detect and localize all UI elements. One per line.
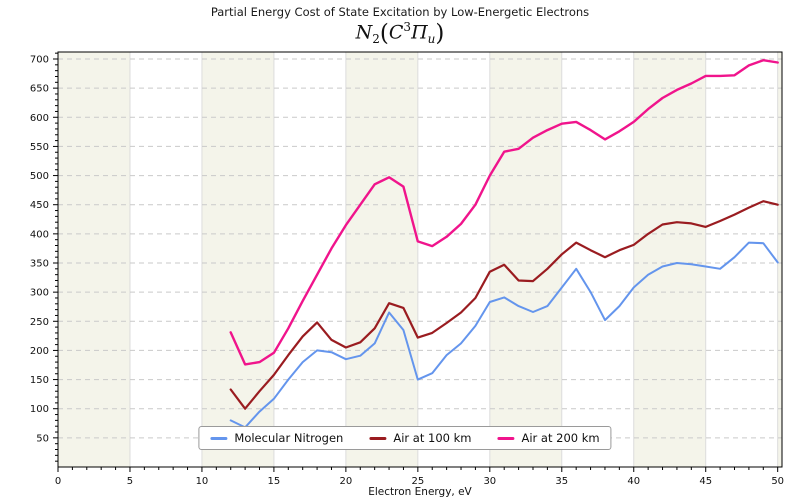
- y-tick-label: 350: [30, 258, 49, 269]
- series-molecular-nitrogen: [229, 241, 779, 429]
- x-tick-label: 45: [699, 476, 712, 487]
- y-tick-label: 500: [30, 171, 49, 182]
- x-tick-label: 35: [555, 476, 568, 487]
- legend-label: Air at 100 km: [393, 431, 472, 445]
- legend-item-air-100km: Air at 100 km: [369, 431, 471, 445]
- subtitle-pi: Π: [411, 21, 428, 44]
- line-swatch-air-200km: [497, 436, 515, 440]
- y-tick-label: 550: [30, 142, 49, 153]
- x-tick-label: 50: [771, 476, 784, 487]
- subtitle-n-sub: 2: [372, 32, 380, 47]
- background-band: [777, 52, 782, 467]
- plot-border: [57, 51, 783, 468]
- background-band: [345, 52, 418, 467]
- y-tick-label: 700: [30, 54, 49, 65]
- x-tick-label: 30: [483, 476, 496, 487]
- legend-label: Molecular Nitrogen: [234, 431, 344, 445]
- y-tick-label: 450: [30, 200, 49, 211]
- y-tick-label: 600: [30, 113, 49, 124]
- subtitle-c-sup: 3: [403, 20, 412, 34]
- series-air-at-200-km: [229, 59, 779, 366]
- x-tick-label: 5: [127, 476, 133, 487]
- line-swatch-molecular-nitrogen: [210, 436, 228, 440]
- subtitle-pi-sub: u: [427, 32, 436, 47]
- x-tick-label: 0: [55, 476, 61, 487]
- background-band: [201, 52, 274, 467]
- chart-title: Partial Energy Cost of State Excitation …: [210, 5, 590, 19]
- y-tick-label: 150: [30, 375, 49, 386]
- y-tick-label: 400: [30, 229, 49, 240]
- background-band: [417, 52, 490, 467]
- background-band: [273, 52, 346, 467]
- y-tick-label: 100: [30, 404, 49, 415]
- subtitle-open-paren: (: [379, 20, 389, 47]
- x-tick-label: 25: [411, 476, 424, 487]
- y-tick-label: 300: [30, 288, 49, 299]
- background-band: [705, 52, 778, 467]
- line-swatch-air-100km: [369, 436, 387, 440]
- y-tick-label: 250: [30, 317, 49, 328]
- y-tick-label: 50: [36, 433, 49, 444]
- x-tick-label: 40: [627, 476, 640, 487]
- subtitle-n: N: [355, 21, 373, 44]
- x-tick-label: 15: [268, 476, 281, 487]
- y-tick-label: 650: [30, 84, 49, 95]
- subtitle-close-paren: ): [435, 20, 445, 47]
- background-band: [633, 52, 706, 467]
- y-tick-label: 200: [30, 346, 49, 357]
- x-axis-label: Electron Energy, eV: [368, 486, 472, 498]
- background-band: [58, 52, 130, 467]
- chart-subtitle: N2(C3Πu): [0, 20, 800, 46]
- series-air-at-100-km: [229, 200, 779, 410]
- legend-label: Air at 200 km: [521, 431, 600, 445]
- background-band: [489, 52, 562, 467]
- legend-item-molecular-nitrogen: Molecular Nitrogen: [210, 431, 343, 445]
- background-band: [129, 52, 202, 467]
- background-band: [561, 52, 634, 467]
- legend: Molecular Nitrogen Air at 100 km Air at …: [198, 426, 612, 450]
- subtitle-c: C: [388, 21, 404, 44]
- legend-item-air-200km: Air at 200 km: [497, 431, 600, 445]
- x-tick-label: 20: [340, 476, 353, 487]
- x-tick-label: 10: [196, 476, 209, 487]
